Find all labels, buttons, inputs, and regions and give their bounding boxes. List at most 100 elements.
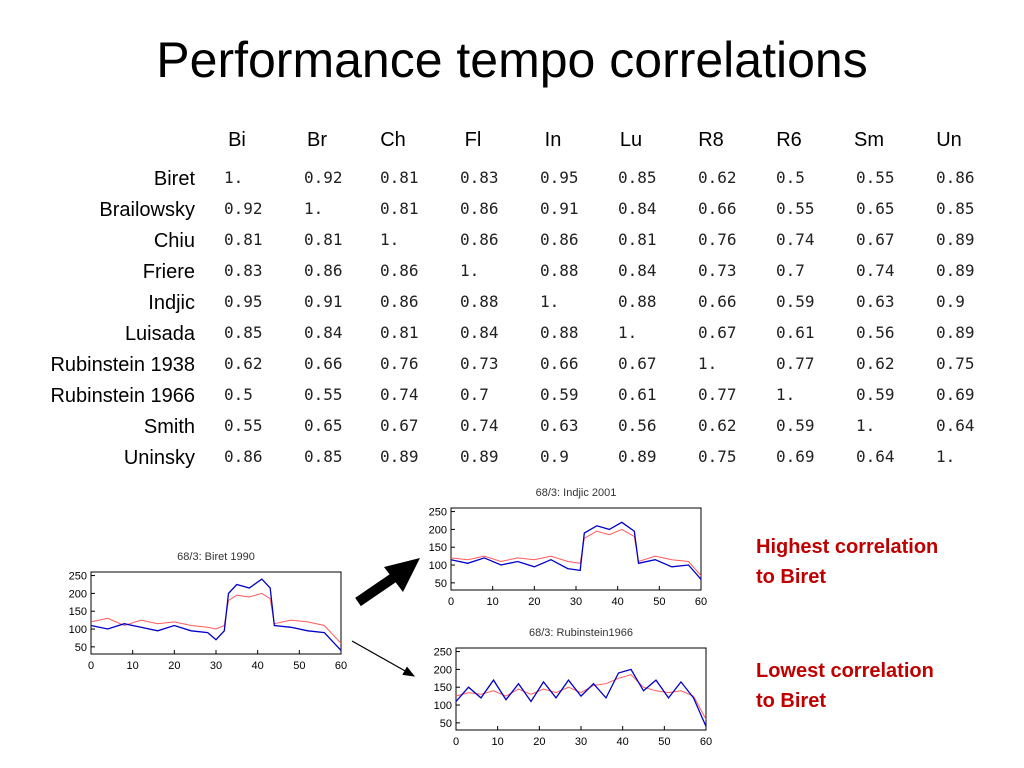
note-lowest: Lowest correlation to Biret bbox=[756, 656, 1006, 716]
matrix-cell: 0.56 bbox=[618, 416, 657, 435]
matrix-cell: 1. bbox=[304, 199, 324, 218]
matrix-cell: 0.66 bbox=[698, 292, 737, 311]
matrix-cell: 0.55 bbox=[856, 168, 895, 187]
matrix-cell: 0.59 bbox=[540, 385, 579, 404]
matrix-cell: 0.9 bbox=[936, 292, 965, 311]
matrix-cell: 0.84 bbox=[618, 261, 657, 280]
row-header: Biret bbox=[153, 168, 195, 190]
matrix-cell: 0.86 bbox=[380, 261, 419, 280]
matrix-cell: 0.67 bbox=[856, 230, 895, 249]
matrix-cell: 1. bbox=[540, 292, 560, 311]
x-tick-label: 30 bbox=[210, 660, 222, 672]
x-tick-label: 50 bbox=[653, 596, 665, 608]
blue-series-line bbox=[455, 668, 707, 727]
matrix-cell: 0.66 bbox=[698, 199, 737, 218]
y-tick-label: 50 bbox=[435, 578, 447, 590]
plot-rubinstein1966: 68/3: Rubinstein1966 50 100 150 200 250 0 10 20 3… bbox=[420, 624, 720, 754]
note-highest-line1: Highest correlation bbox=[756, 536, 939, 558]
matrix-cell: 0.73 bbox=[698, 261, 737, 280]
matrix-cell: 0.86 bbox=[304, 261, 343, 280]
matrix-cell: 0.65 bbox=[856, 199, 895, 218]
column-header: Br bbox=[307, 129, 327, 151]
matrix-cell: 0.67 bbox=[380, 416, 419, 435]
x-tick-label: 10 bbox=[492, 736, 504, 748]
x-tick-label: 0 bbox=[453, 736, 459, 748]
matrix-cell: 0.95 bbox=[540, 168, 579, 187]
matrix-cell: 1. bbox=[776, 385, 796, 404]
row-header: Brailowsky bbox=[99, 199, 195, 221]
row-header: Smith bbox=[143, 416, 195, 438]
slide-title: Performance tempo correlations bbox=[156, 32, 868, 88]
matrix-cell: 0.92 bbox=[224, 199, 263, 218]
row-header: Luisada bbox=[124, 323, 195, 345]
y-tick-label: 150 bbox=[434, 682, 452, 694]
plot-indjic-svg: 68/3: Indjic 2001 50 100 150 200 250 0 10 20 30 40… bbox=[429, 487, 707, 608]
matrix-cell: 0.77 bbox=[776, 354, 815, 373]
matrix-cell: 0.83 bbox=[460, 168, 499, 187]
matrix-cell: 0.89 bbox=[936, 323, 975, 342]
matrix-cell: 1. bbox=[460, 261, 480, 280]
y-tick-label: 200 bbox=[434, 664, 452, 676]
matrix-cell: 0.89 bbox=[936, 230, 975, 249]
x-tick-label: 60 bbox=[335, 660, 347, 672]
matrix-cell: 0.59 bbox=[776, 416, 815, 435]
plot-biret-svg: 68/3: Biret 1990 50 100 150 200 250 0 10 20 30 40 5… bbox=[69, 551, 347, 672]
row-header: Indjic bbox=[148, 292, 195, 314]
x-tick-label: 20 bbox=[533, 736, 545, 748]
matrix-cell: 0.86 bbox=[224, 447, 263, 466]
plot-title: 68/3: Indjic 2001 bbox=[536, 487, 617, 499]
plot-frame bbox=[455, 647, 707, 731]
matrix-cell: 0.77 bbox=[698, 385, 737, 404]
row-header: Rubinstein 1966 bbox=[50, 385, 195, 407]
plot-rubinstein1966-svg: 68/3: Rubinstein1966 50 100 150 200 250 0 10 20 3… bbox=[434, 627, 712, 748]
matrix-cell: 0.69 bbox=[776, 447, 815, 466]
matrix-cell: 0.59 bbox=[856, 385, 895, 404]
matrix-cell: 0.5 bbox=[224, 385, 253, 404]
matrix-cell: 0.74 bbox=[380, 385, 419, 404]
matrix-cell: 1. bbox=[698, 354, 718, 373]
matrix-cell: 0.88 bbox=[540, 261, 579, 280]
matrix-cell: 0.55 bbox=[224, 416, 263, 435]
matrix-cell: 0.91 bbox=[304, 292, 343, 311]
plot-frame bbox=[450, 507, 702, 591]
matrix-cell: 0.86 bbox=[460, 230, 499, 249]
matrix-cell: 0.89 bbox=[618, 447, 657, 466]
x-tick-label: 40 bbox=[617, 736, 629, 748]
matrix-cell: 0.88 bbox=[618, 292, 657, 311]
row-header: Uninsky bbox=[123, 447, 195, 469]
matrix-cell: 0.62 bbox=[224, 354, 263, 373]
x-tick-label: 60 bbox=[700, 736, 712, 748]
y-tick-label: 100 bbox=[69, 624, 87, 636]
matrix-cell: 0.86 bbox=[936, 168, 975, 187]
y-tick-label: 50 bbox=[440, 718, 452, 730]
matrix-cell: 0.67 bbox=[618, 354, 657, 373]
y-tick-label: 250 bbox=[434, 647, 452, 659]
matrix-cell: 0.74 bbox=[856, 261, 895, 280]
x-tick-label: 50 bbox=[658, 736, 670, 748]
column-header: Lu bbox=[619, 129, 643, 151]
note-highest: Highest correlation to Biret bbox=[756, 532, 1006, 592]
y-tick-label: 150 bbox=[429, 542, 447, 554]
x-tick-label: 20 bbox=[168, 660, 180, 672]
note-highest-line2: to Biret bbox=[756, 566, 826, 588]
y-tick-label: 200 bbox=[429, 524, 447, 536]
matrix-cell: 0.75 bbox=[698, 447, 737, 466]
x-tick-label: 40 bbox=[252, 660, 264, 672]
y-tick-label: 150 bbox=[69, 606, 87, 618]
matrix-cell: 0.9 bbox=[540, 447, 569, 466]
column-header: Sm bbox=[854, 129, 884, 151]
matrix-cell: 0.84 bbox=[460, 323, 499, 342]
matrix-cell: 0.76 bbox=[698, 230, 737, 249]
x-tick-label: 60 bbox=[695, 596, 707, 608]
y-tick-label: 100 bbox=[434, 700, 452, 712]
matrix-cell: 0.88 bbox=[460, 292, 499, 311]
matrix-cell: 0.63 bbox=[856, 292, 895, 311]
matrix-cell: 0.85 bbox=[618, 168, 657, 187]
matrix-cell: 1. bbox=[936, 447, 956, 466]
matrix-cell: 0.81 bbox=[618, 230, 657, 249]
matrix-cell: 0.89 bbox=[380, 447, 419, 466]
matrix-cell: 0.64 bbox=[936, 416, 975, 435]
matrix-cell: 0.86 bbox=[460, 199, 499, 218]
blue-series-line bbox=[90, 578, 342, 651]
matrix-cell: 0.81 bbox=[224, 230, 263, 249]
